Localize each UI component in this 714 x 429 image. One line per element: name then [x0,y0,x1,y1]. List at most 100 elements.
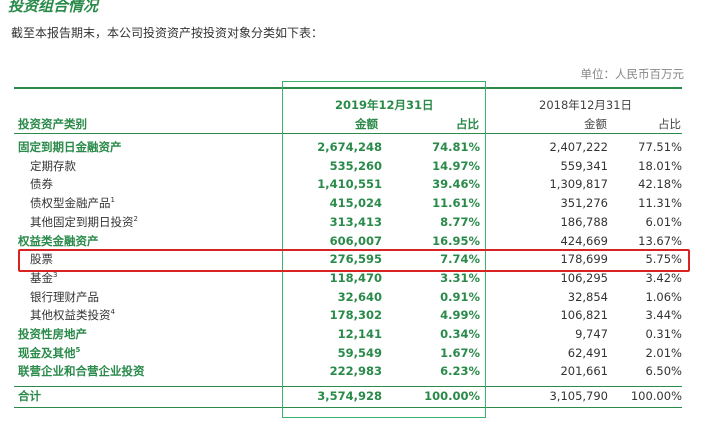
cell-ratio-2018: 0.31% [645,327,682,341]
cell-ratio-2018: 3.42% [645,270,682,285]
row-label-text: 债券 [30,177,53,192]
cell-ratio-2019: 1.67% [440,345,480,360]
table-row: 固定到期日金融资产 2,674,248 74.81% 2,407,222 77.51% [0,138,714,156]
row-label-text: 联营企业和合营企业投资 [18,364,145,379]
row-label-text: 其他权益类投资 [30,308,111,323]
total-amount-2018: 3,105,790 [549,389,608,403]
header-date-2018: 2018年12月31日 [539,98,633,112]
cell-amount-2019: 535,260 [329,158,382,173]
row-label-text: 银行理财产品 [30,289,99,304]
table-row: 现金及其他5 59,549 1.67% 62,491 2.01% [0,344,714,362]
row-label-text: 定期存款 [30,158,76,173]
row-label: 定期存款 [30,157,76,175]
cell-ratio-2018: 11.31% [638,196,682,211]
table-row: 债券 1,410,551 39.46% 1,309,817 42.18% [0,175,714,193]
cell-amount-2018: 1,309,817 [549,177,608,192]
cell-ratio-2019: 0.34% [440,327,480,341]
row-label-text: 其他固定到期日投资 [30,214,134,229]
section-title: 投资组合情况 [8,0,99,15]
row-label-text: 债权型金融产品 [30,196,111,211]
total-ratio-2018: 100.00% [630,389,682,403]
cell-amount-2018: 106,821 [560,308,608,323]
row-label-text: 固定到期日金融资产 [18,140,122,154]
table-row-total: 合计 3,574,928 100.00% 3,105,790 100.00% [0,387,714,405]
total-ratio-2019: 100.00% [424,389,480,403]
row-label: 基金3 [30,269,57,287]
total-amount-2019: 3,574,928 [317,389,382,403]
cell-amount-2018: 424,669 [560,233,608,248]
cell-amount-2018: 559,341 [560,158,608,173]
cell-ratio-2018: 42.18% [638,177,682,192]
cell-ratio-2018: 13.67% [638,233,682,248]
row-label-text: 投资性房地产 [18,327,87,341]
table-header-rule [14,133,682,134]
stock-row-highlight-box [18,249,690,272]
header-date-2019: 2019年12月31日 [335,98,434,112]
cell-amount-2019: 118,470 [329,270,382,285]
cell-ratio-2019: 11.61% [432,196,480,211]
unit-label: 单位：人民币百万元 [580,67,685,81]
cell-amount-2019: 276,595 [329,252,382,267]
cell-amount-2019: 415,024 [329,196,382,211]
cell-amount-2018: 9,747 [575,327,608,341]
row-label: 其他固定到期日投资2 [30,213,138,231]
header-ratio-2018: 占比 [658,117,681,131]
footnote-marker: 5 [75,345,81,354]
cell-ratio-2019: 74.81% [432,140,480,154]
header-ratio-2019: 占比 [456,117,479,131]
row-label: 债券 [30,175,53,193]
cell-amount-2019: 59,549 [337,345,382,360]
table-row: 其他权益类投资4 178,302 4.99% 106,821 3.44% [0,306,714,324]
cell-ratio-2019: 14.97% [432,158,480,173]
table-row: 其他固定到期日投资2 313,413 8.77% 186,788 6.01% [0,213,714,231]
cell-ratio-2019: 3.31% [440,270,480,285]
cell-ratio-2018: 1.06% [645,289,682,304]
row-label: 联营企业和合营企业投资 [18,362,145,380]
cell-amount-2018: 62,491 [567,345,608,360]
row-label: 权益类金融资产 [18,232,99,250]
cell-amount-2018: 106,295 [560,270,608,285]
row-label-text: 现金及其他 [18,345,76,360]
cell-amount-2019: 178,302 [329,308,382,323]
cell-amount-2018: 178,699 [560,252,608,267]
cell-amount-2019: 313,413 [329,214,382,229]
cell-ratio-2018: 5.75% [645,252,682,267]
cell-ratio-2018: 3.44% [645,308,682,323]
cell-amount-2019: 32,640 [337,289,382,304]
cell-amount-2018: 2,407,222 [549,140,608,154]
cell-ratio-2019: 8.77% [440,214,480,229]
cell-amount-2019: 222,983 [329,364,382,379]
cell-amount-2019: 1,410,551 [317,177,382,192]
table-row: 投资性房地产 12,141 0.34% 9,747 0.31% [0,325,714,343]
total-label: 合计 [18,389,41,403]
footnote-marker: 3 [53,271,58,280]
cell-ratio-2019: 6.23% [440,364,480,379]
cell-ratio-2018: 6.50% [645,364,682,379]
row-label-text: 基金 [30,270,53,285]
cell-amount-2019: 606,007 [329,233,382,248]
header-category: 投资资产类别 [18,117,87,131]
cell-ratio-2019: 0.91% [440,289,480,304]
table-bottom-rule [14,407,682,408]
table-row: 联营企业和合营企业投资 222,983 6.23% 201,661 6.50% [0,362,714,380]
header-amount-2018: 金额 [584,117,607,131]
cell-amount-2018: 186,788 [560,214,608,229]
table-row: 基金3 118,470 3.31% 106,295 3.42% [0,269,714,287]
cell-ratio-2019: 39.46% [432,177,480,192]
table-row: 权益类金融资产 606,007 16.95% 424,669 13.67% [0,232,714,250]
row-label: 固定到期日金融资产 [18,138,122,156]
cell-amount-2019: 2,674,248 [317,140,382,154]
footnote-marker: 4 [110,308,115,317]
cell-ratio-2018: 77.51% [638,140,682,154]
row-label-text: 股票 [30,252,53,267]
table-total-rule [14,386,682,387]
table-row: 银行理财产品 32,640 0.91% 32,854 1.06% [0,288,714,306]
intro-text: 截至本报告期末，本公司投资资产按投资对象分类如下表： [11,26,324,40]
cell-ratio-2018: 6.01% [645,214,682,229]
cell-ratio-2019: 7.74% [440,252,480,267]
table-row: 定期存款 535,260 14.97% 559,341 18.01% [0,157,714,175]
table-row: 债权型金融产品1 415,024 11.61% 351,276 11.31% [0,194,714,212]
cell-ratio-2018: 18.01% [638,158,682,173]
footnote-marker: 2 [133,214,138,223]
footnote-marker: 1 [110,196,115,205]
